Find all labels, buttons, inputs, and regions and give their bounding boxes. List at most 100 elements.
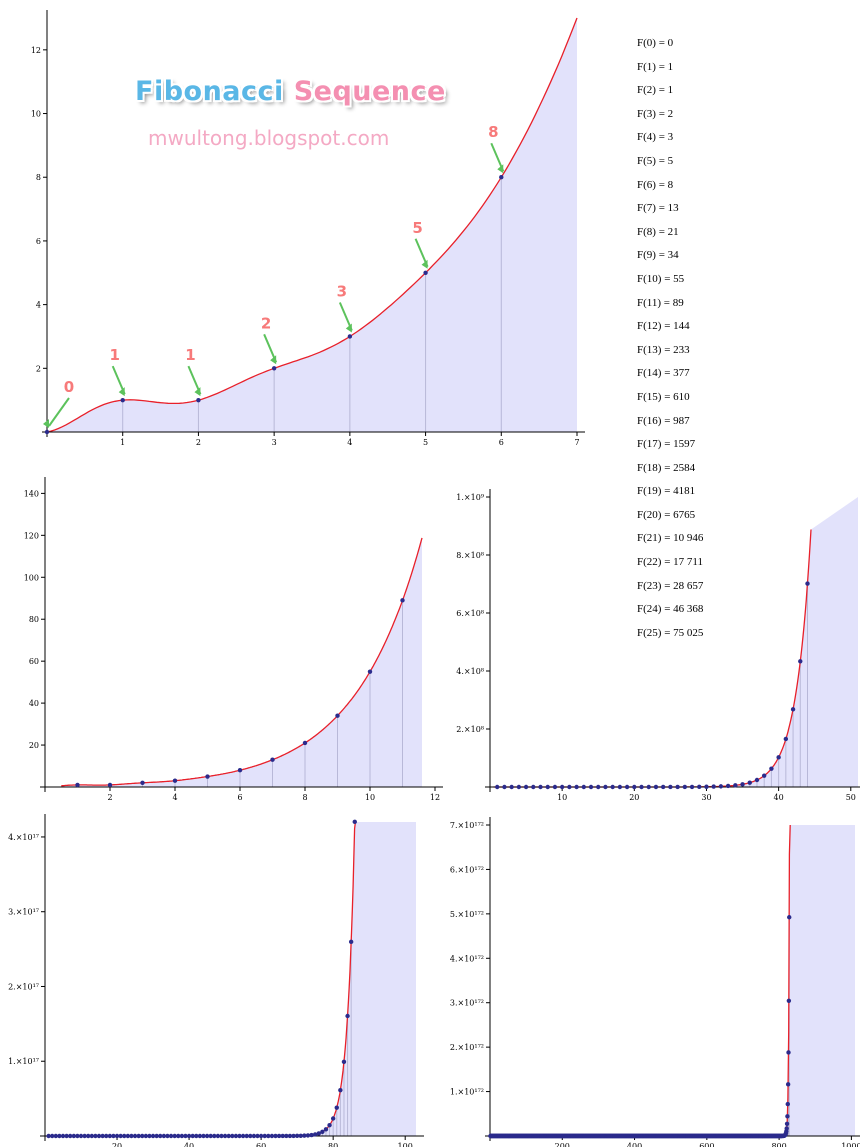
- data-point: [668, 784, 673, 790]
- data-point: [302, 1133, 307, 1138]
- data-point: [78, 1133, 84, 1139]
- data-point: [168, 1133, 174, 1139]
- data-point: [559, 784, 565, 790]
- fib-list-item: F(24) = 46 368: [637, 603, 704, 616]
- data-point: [50, 1133, 55, 1139]
- y-tick-label: 1.×10¹⁷: [8, 1057, 39, 1066]
- annotation-label: 8: [488, 123, 498, 141]
- fib-list-item: F(4) = 3: [637, 131, 674, 144]
- data-point: [334, 1105, 339, 1110]
- data-point: [240, 1133, 246, 1139]
- x-tick-label: 40: [184, 1142, 194, 1147]
- area-fill: [61, 537, 422, 787]
- data-point: [740, 782, 745, 787]
- y-tick-label: 10: [31, 110, 41, 119]
- y-tick-label: 140: [24, 489, 39, 498]
- data-point: [284, 1133, 289, 1139]
- fib-list-item: F(15) = 610: [637, 390, 690, 403]
- data-point: [150, 1133, 156, 1139]
- fib-list-item: F(21) = 10 946: [637, 532, 704, 545]
- data-point: [114, 1133, 120, 1139]
- data-point: [201, 1133, 206, 1139]
- y-tick-label: 2.×10⁸: [456, 725, 484, 734]
- data-point: [183, 1133, 188, 1139]
- fib-list-item: F(14) = 377: [637, 367, 690, 380]
- data-point: [341, 1059, 347, 1065]
- fib-list-item: F(12) = 144: [637, 320, 690, 333]
- data-point: [122, 1133, 127, 1139]
- y-tick-label: 12: [31, 46, 41, 55]
- annotation-arrow: [48, 397, 70, 427]
- data-point: [143, 1133, 149, 1139]
- data-point: [302, 740, 308, 746]
- data-point: [298, 1133, 303, 1138]
- data-point: [244, 1133, 249, 1139]
- chart-panel-4: 20 40 60 80 100 1.×10¹⁷ 2.×10¹⁷ 3.×10¹⁷ 4.×10¹⁷: [8, 814, 424, 1147]
- x-tick-label: 3: [272, 438, 277, 447]
- data-point: [280, 1133, 285, 1139]
- fib-list-item: F(23) = 28 657: [637, 579, 704, 592]
- data-point: [639, 784, 644, 790]
- data-point: [718, 784, 724, 789]
- data-point: [273, 1133, 278, 1139]
- data-point: [320, 1129, 325, 1135]
- data-point: [75, 1133, 80, 1139]
- chart-panel-5: 200 400 600 800 1000 1.×10¹⁷² 2.×10¹⁷² 3.×10¹⁷²…: [450, 817, 860, 1147]
- data-point: [118, 1133, 123, 1139]
- x-tick-label: 2: [196, 438, 201, 447]
- data-point: [270, 757, 275, 762]
- annotation-arrowhead: [43, 419, 49, 428]
- data-point: [222, 1133, 228, 1139]
- curve-line: [490, 824, 791, 1137]
- data-point: [653, 784, 659, 790]
- data-point: [233, 1133, 239, 1139]
- data-point: [140, 780, 145, 786]
- data-point: [330, 1116, 336, 1121]
- y-tick-label: 7.×10¹⁷²: [450, 821, 484, 830]
- data-point: [294, 1133, 300, 1139]
- data-point: [165, 1133, 170, 1139]
- annotation-label: 3: [337, 282, 347, 300]
- data-point: [682, 784, 688, 790]
- data-point: [53, 1133, 59, 1139]
- x-tick-label: 7: [574, 438, 579, 447]
- data-point: [172, 778, 178, 783]
- y-tick-label: 1.×10⁹: [456, 493, 485, 502]
- x-tick-label: 600: [699, 1142, 714, 1147]
- data-point: [215, 1133, 221, 1139]
- data-point: [226, 1133, 231, 1139]
- data-point: [798, 659, 803, 664]
- data-point: [96, 1133, 102, 1139]
- banner-subtitle: mwultong.blogspot.com: [148, 126, 390, 150]
- data-point: [186, 1133, 192, 1139]
- data-point: [71, 1133, 77, 1139]
- y-tick-label: 2: [36, 364, 41, 373]
- data-point: [287, 1133, 293, 1139]
- data-point: [100, 1133, 105, 1139]
- data-point: [176, 1133, 181, 1139]
- data-point: [262, 1133, 267, 1139]
- y-tick-label: 60: [29, 657, 39, 666]
- fib-list-item: F(3) = 2: [637, 107, 674, 120]
- annotation-arrowhead: [118, 387, 125, 397]
- data-point: [596, 784, 601, 790]
- data-point: [316, 1131, 321, 1136]
- data-point: [230, 1133, 235, 1139]
- fib-list-item: F(13) = 233: [637, 343, 690, 356]
- data-point: [212, 1133, 217, 1139]
- data-point: [567, 784, 572, 790]
- data-point: [323, 1127, 329, 1132]
- data-point: [179, 1133, 185, 1139]
- data-point: [136, 1133, 141, 1139]
- data-point: [269, 1133, 275, 1139]
- data-point: [46, 1133, 51, 1139]
- data-point: [581, 784, 587, 790]
- data-point: [158, 1133, 163, 1139]
- data-point: [82, 1133, 87, 1139]
- area-fill: [46, 822, 417, 1136]
- data-point: [68, 1133, 73, 1139]
- data-point: [204, 1133, 210, 1139]
- y-tick-label: 5.×10¹⁷²: [450, 910, 484, 919]
- data-point: [107, 1133, 113, 1139]
- data-point: [345, 1013, 350, 1019]
